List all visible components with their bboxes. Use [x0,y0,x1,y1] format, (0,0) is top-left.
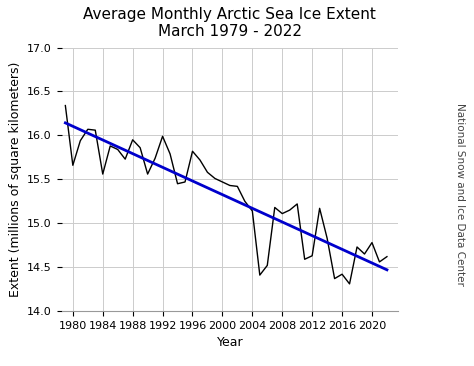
X-axis label: Year: Year [217,336,243,350]
Text: National Snow and Ice Data Center: National Snow and Ice Data Center [455,102,465,285]
Y-axis label: Extent (millions of square kilometers): Extent (millions of square kilometers) [9,61,22,297]
Title: Average Monthly Arctic Sea Ice Extent
March 1979 - 2022: Average Monthly Arctic Sea Ice Extent Ma… [83,7,376,40]
